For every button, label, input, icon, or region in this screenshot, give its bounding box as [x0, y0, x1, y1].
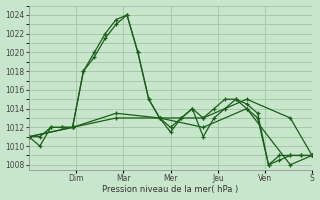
X-axis label: Pression niveau de la mer( hPa ): Pression niveau de la mer( hPa ) — [102, 185, 239, 194]
